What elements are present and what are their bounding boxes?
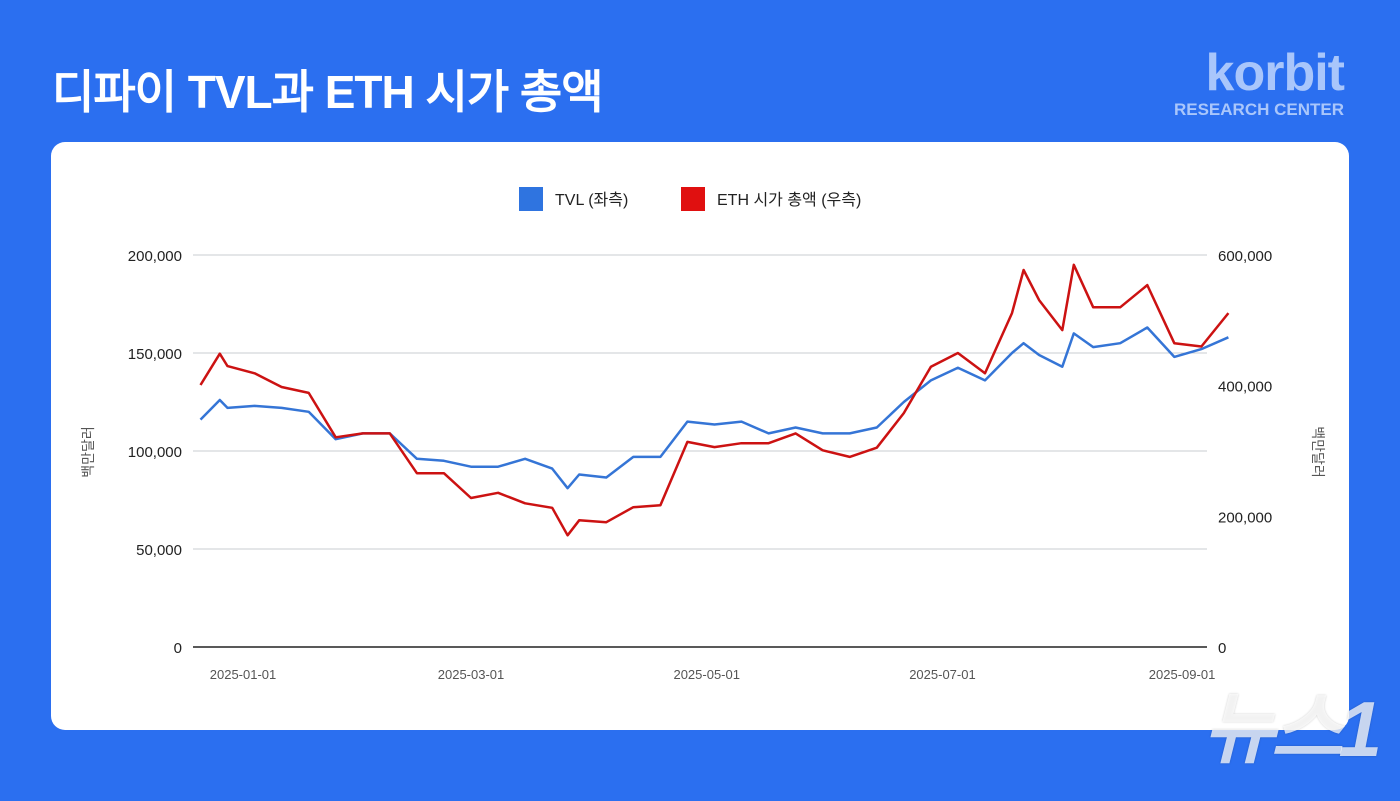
page-title: 디파이 TVL과 ETH 시가 총액 bbox=[52, 66, 604, 118]
x-tick-label: 2025-05-01 bbox=[673, 667, 740, 682]
legend-label: ETH 시가 총액 (우측) bbox=[717, 191, 861, 209]
y-left-tick-label: 0 bbox=[174, 640, 182, 657]
y-right-axis-label: 백만달러 bbox=[1310, 426, 1326, 478]
legend-label: TVL (좌측) bbox=[555, 191, 628, 209]
legend-swatch bbox=[519, 187, 543, 211]
y-left-tick-label: 200,000 bbox=[128, 248, 182, 265]
y-left-tick-label: 150,000 bbox=[128, 346, 182, 363]
news1-watermark: 뉴스1 bbox=[1203, 685, 1382, 773]
x-tick-label: 2025-07-01 bbox=[909, 667, 976, 682]
x-tick-label: 2025-01-01 bbox=[210, 667, 277, 682]
y-left-tick-label: 50,000 bbox=[136, 542, 182, 559]
line-chart: 0 50,000 100,000 150,000 200,000 0 200,000 400,… bbox=[80, 187, 1326, 682]
x-tick-label: 2025-09-01 bbox=[1149, 667, 1216, 682]
legend-swatch bbox=[681, 187, 705, 211]
tvl-series-line bbox=[199, 326, 1229, 490]
y-right-tick-label: 400,000 bbox=[1218, 379, 1272, 396]
y-left-tick-label: 100,000 bbox=[128, 444, 182, 461]
y-right-tick-label: 0 bbox=[1218, 640, 1226, 657]
korbit-logo: korbit RESEARCH CENTER bbox=[1173, 44, 1345, 120]
logo-brand: korbit bbox=[1205, 44, 1345, 102]
y-right-tick-label: 600,000 bbox=[1218, 248, 1272, 265]
y-left-axis-label: 백만달러 bbox=[80, 426, 96, 478]
eth-series-line bbox=[199, 263, 1230, 537]
x-tick-label: 2025-03-01 bbox=[438, 667, 505, 682]
chart-card: 0 50,000 100,000 150,000 200,000 0 200,000 400,… bbox=[51, 142, 1349, 730]
y-right-tick-label: 200,000 bbox=[1218, 509, 1272, 526]
logo-subtitle: RESEARCH CENTER bbox=[1173, 100, 1344, 119]
